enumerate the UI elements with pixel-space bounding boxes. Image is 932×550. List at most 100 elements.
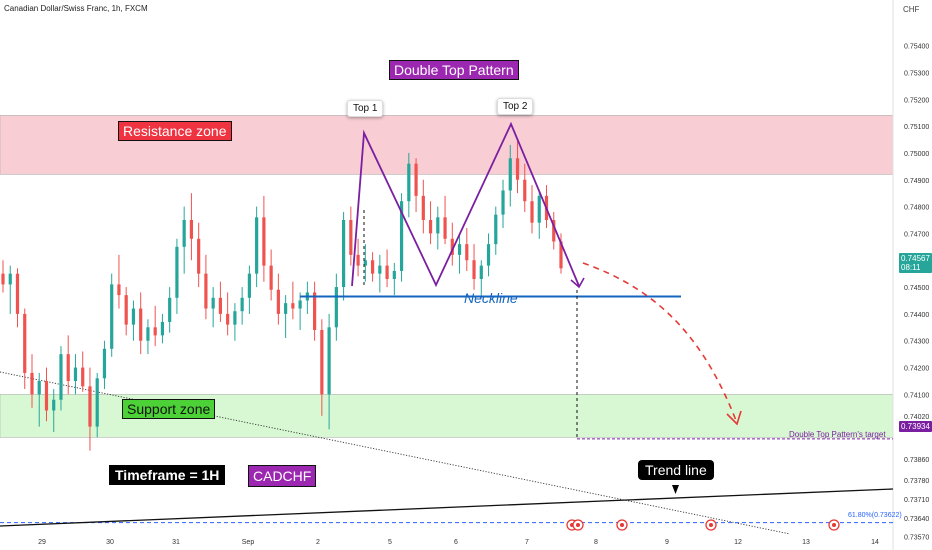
candle-body [66,354,70,381]
trend-line-pointer [672,485,679,494]
resistance-zone-label: Resistance zone [118,121,232,141]
x-tick-label: 8 [594,539,598,546]
x-tick-label: 13 [802,539,810,546]
x-tick-label: 30 [106,539,114,546]
x-tick-label: 9 [665,539,669,546]
candle-body [160,321,165,336]
candle-body [211,297,215,309]
candle-body [59,354,63,400]
fib-label: 61.80%(0.73622) [848,512,902,519]
candle-body [436,217,440,234]
candle-body [341,220,346,288]
candle-body [284,303,288,314]
candle-body [1,273,5,285]
y-tick-label: 0.74500 [904,285,929,292]
x-tick-label: 7 [525,539,529,546]
support-zone-label: Support zone [122,399,216,419]
target-label: Double Top Pattern's target [789,430,886,439]
candle-body [428,220,433,234]
candle-body [168,297,172,322]
candle-body [494,214,498,245]
x-tick-label: Sep [242,539,255,546]
candle-body [255,217,259,274]
y-tick-label: 0.75300 [904,70,929,77]
candle-body [52,399,56,411]
last-price-tag: 0.74567 08:11 [899,253,932,273]
y-tick-label: 0.75000 [904,151,929,158]
candle-body [15,273,20,314]
event-marker-dot [709,523,713,527]
candle-body [479,265,483,280]
candle-body [81,367,85,387]
x-tick-label: 6 [454,539,458,546]
candle-body [552,220,556,242]
event-marker-dot [576,523,580,527]
candle-body [44,380,49,411]
x-tick-label: 14 [871,539,879,546]
candle-body [182,220,186,247]
countdown-value: 08:11 [901,263,921,272]
candle-body [457,244,462,255]
x-tick-label: 29 [38,539,46,546]
projection-arrow [582,262,738,424]
y-tick-label: 0.74800 [904,205,929,212]
neckline-label: Neckline [464,290,518,306]
candle-body [247,273,251,298]
candle-body [262,217,266,266]
symbol-label: CADCHF [248,465,317,487]
projection-arrowhead [726,410,742,426]
candle-body [189,220,194,239]
candle-body [356,254,360,266]
y-tick-label: 0.74100 [904,392,929,399]
top1-label: Top 1 [347,100,384,117]
y-tick-label: 0.73780 [904,478,929,485]
candle-body [508,158,512,191]
trend-line-label: Trend line [638,460,714,480]
chart-title: Canadian Dollar/Swiss Franc, 1h, FXCM [4,4,148,13]
candle-body [313,292,317,330]
y-tick-label: 0.75400 [904,44,929,51]
y-tick-label: 0.74200 [904,366,929,373]
candle-body [450,238,454,255]
x-tick-label: 5 [388,539,392,546]
y-tick-label: 0.74400 [904,312,929,319]
candle-body [298,300,302,309]
y-tick-label: 0.75200 [904,97,929,104]
candle-body [443,217,447,239]
candle-body [523,179,527,202]
candle-body [537,195,541,223]
candle-body [110,284,114,349]
candle-body [276,289,280,314]
candle-body [30,372,34,395]
candle-body [240,297,244,312]
candle-body [363,260,367,266]
candle-body [407,163,411,202]
candle-body [37,380,41,395]
candle-body [421,195,425,220]
y-tick-label: 0.73710 [904,497,929,504]
y-tick-label: 0.74700 [904,231,929,238]
candle-body [117,284,121,296]
candle-body [23,313,27,373]
double-top-pattern-line [351,121,580,288]
candle-body [327,327,331,395]
y-tick-label: 0.73640 [904,516,929,523]
x-tick-label: 2 [316,539,320,546]
x-tick-label: 12 [734,539,742,546]
y-tick-label: 0.74020 [904,414,929,421]
candle-body [399,201,404,271]
x-tick-label: 31 [172,539,180,546]
candle-body [370,260,375,274]
candle-body [8,273,12,285]
candle-body [226,313,230,325]
candle-body [414,163,418,196]
y-tick-label: 0.73570 [904,535,929,542]
candle-body [320,330,324,395]
candle-body [102,348,107,379]
timeframe-label: Timeframe = 1H [109,465,226,485]
candle-body [233,311,237,325]
candle-body [559,241,563,269]
candle-body [204,273,208,309]
y-tick-label: 0.73860 [904,457,929,464]
